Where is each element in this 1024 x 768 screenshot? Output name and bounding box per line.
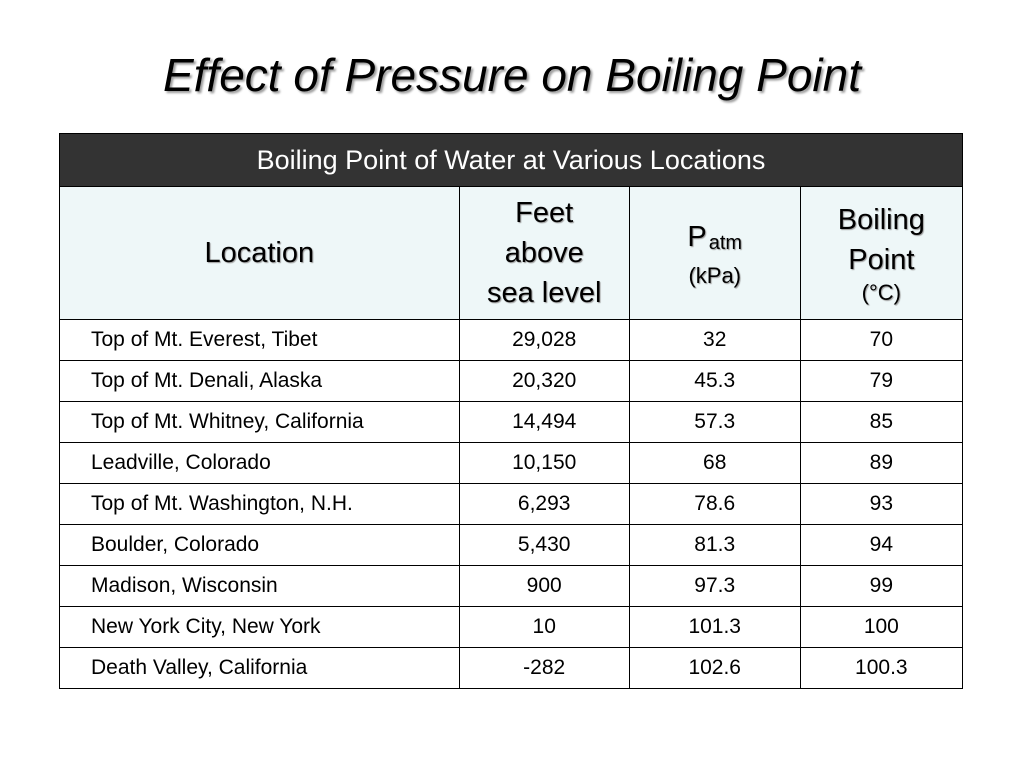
cell-patm: 97.3 — [628, 565, 801, 607]
header-location: Location — [59, 186, 460, 320]
cell-feet: 6,293 — [458, 483, 630, 525]
table-row: Top of Mt. Washington, N.H. 6,293 78.6 9… — [59, 483, 964, 525]
boiling-point-table: Boiling Point of Water at Various Locati… — [59, 133, 964, 689]
header-boiling-line1: Boiling — [837, 204, 925, 236]
cell-boiling-point: 89 — [799, 442, 964, 484]
header-pressure-symbol: P — [687, 221, 707, 253]
table-row: Top of Mt. Everest, Tibet 29,028 32 70 — [59, 319, 964, 361]
header-pressure-unit: (kPa) — [688, 263, 741, 288]
table-row: Leadville, Colorado 10,150 68 89 — [59, 442, 964, 484]
table-row: New York City, New York 10 101.3 100 — [59, 606, 964, 648]
header-feet: Feet above sea level — [458, 186, 630, 320]
slide-title: Effect of Pressure on Boiling Point — [162, 49, 862, 101]
cell-boiling-point: 94 — [799, 524, 964, 566]
cell-boiling-point: 93 — [799, 483, 964, 525]
table-row: Boulder, Colorado 5,430 81.3 94 — [59, 524, 964, 566]
header-boiling-line2: Point — [848, 244, 915, 276]
table-caption-row: Boiling Point of Water at Various Locati… — [59, 133, 963, 187]
cell-location: Top of Mt. Whitney, California — [59, 401, 460, 443]
table-row: Death Valley, California -282 102.6 100.… — [59, 647, 964, 689]
cell-patm: 32 — [628, 319, 801, 361]
cell-feet: 900 — [458, 565, 630, 607]
header-feet-line2: above — [504, 237, 584, 269]
cell-location: Top of Mt. Everest, Tibet — [59, 319, 460, 361]
cell-patm: 78.6 — [628, 483, 801, 525]
header-feet-line1: Feet — [515, 197, 574, 229]
cell-boiling-point: 100 — [799, 606, 964, 648]
header-boiling-point: Boiling Point (°C) — [799, 186, 964, 320]
cell-boiling-point: 100.3 — [799, 647, 964, 689]
cell-feet: 5,430 — [458, 524, 630, 566]
cell-location: Top of Mt. Washington, N.H. — [59, 483, 460, 525]
cell-feet: 10 — [458, 606, 630, 648]
cell-patm: 45.3 — [628, 360, 801, 402]
cell-feet: -282 — [458, 647, 630, 689]
cell-boiling-point: 85 — [799, 401, 964, 443]
cell-boiling-point: 99 — [799, 565, 964, 607]
cell-location: Top of Mt. Denali, Alaska — [59, 360, 460, 402]
table-caption: Boiling Point of Water at Various Locati… — [59, 133, 963, 187]
cell-boiling-point: 79 — [799, 360, 964, 402]
cell-patm: 101.3 — [628, 606, 801, 648]
cell-feet: 29,028 — [458, 319, 630, 361]
cell-location: New York City, New York — [59, 606, 460, 648]
table-row: Top of Mt. Whitney, California 14,494 57… — [59, 401, 964, 443]
cell-location: Boulder, Colorado — [59, 524, 460, 566]
cell-feet: 14,494 — [458, 401, 630, 443]
table-row: Top of Mt. Denali, Alaska 20,320 45.3 79 — [59, 360, 964, 402]
cell-boiling-point: 70 — [799, 319, 964, 361]
header-pressure-subscript: atm — [708, 232, 743, 254]
cell-patm: 57.3 — [628, 401, 801, 443]
header-feet-line3: sea level — [486, 277, 602, 309]
cell-patm: 68 — [628, 442, 801, 484]
cell-location: Death Valley, California — [59, 647, 460, 689]
table-row: Madison, Wisconsin 900 97.3 99 — [59, 565, 964, 607]
cell-patm: 81.3 — [628, 524, 801, 566]
header-boiling-unit: (°C) — [861, 280, 901, 305]
header-location-label: Location — [204, 237, 315, 269]
cell-location: Leadville, Colorado — [59, 442, 460, 484]
cell-feet: 10,150 — [458, 442, 630, 484]
cell-patm: 102.6 — [628, 647, 801, 689]
cell-feet: 20,320 — [458, 360, 630, 402]
cell-location: Madison, Wisconsin — [59, 565, 460, 607]
